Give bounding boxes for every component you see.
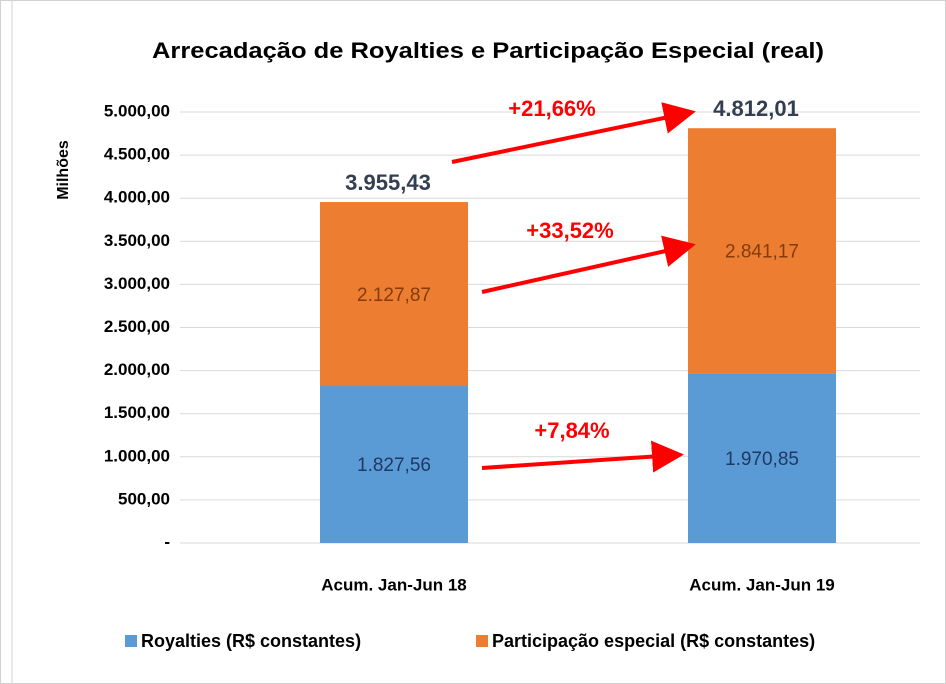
bar-segment: [320, 202, 468, 386]
y-tick-label: 2.500,00: [104, 317, 170, 336]
data-label: 2.841,17: [725, 242, 799, 263]
bar-segment: [320, 385, 468, 543]
bar-segment: [688, 128, 836, 374]
legend-swatch: [476, 635, 488, 647]
y-axis-label: Milhões: [55, 140, 72, 200]
bar-segment: [688, 373, 836, 543]
total-label: 4.812,01: [713, 96, 799, 121]
arrow: [451, 102, 696, 164]
legend-label: Royalties (R$ constantes): [141, 631, 361, 651]
y-tick-label: 1.500,00: [104, 403, 170, 422]
x-tick-label: Acum. Jan-Jun 18: [321, 575, 467, 594]
data-label: 2.127,87: [357, 285, 431, 306]
annotations: +21,66% +33,52% +7,84%: [451, 96, 696, 473]
annotation: +33,52%: [526, 218, 613, 243]
x-tick-label: Acum. Jan-Jun 19: [689, 575, 835, 594]
y-tick-label: -: [164, 532, 170, 551]
y-tick-label: 3.500,00: [104, 231, 170, 250]
legend-swatch: [125, 635, 137, 647]
arrow: [481, 235, 696, 294]
y-tick-label: 3.000,00: [104, 274, 170, 293]
total-label: 3.955,43: [345, 170, 431, 195]
y-tick-label: 2.000,00: [104, 360, 170, 379]
arrow: [481, 440, 684, 473]
y-tick-label: 5.000,00: [104, 101, 170, 120]
y-tick-label: 500,00: [118, 489, 170, 508]
y-tick-label: 4.500,00: [104, 145, 170, 164]
chart-title: Arrecadação de Royalties e Participação …: [152, 38, 824, 63]
data-label: 1.827,56: [357, 455, 431, 476]
y-tick-label: 1.000,00: [104, 446, 170, 465]
annotation: +21,66%: [508, 96, 595, 121]
annotation: +7,84%: [534, 418, 609, 443]
data-label: 1.970,85: [725, 449, 799, 470]
legend-label: Participação especial (R$ constantes): [492, 631, 815, 651]
y-tick-label: 4.000,00: [104, 188, 170, 207]
